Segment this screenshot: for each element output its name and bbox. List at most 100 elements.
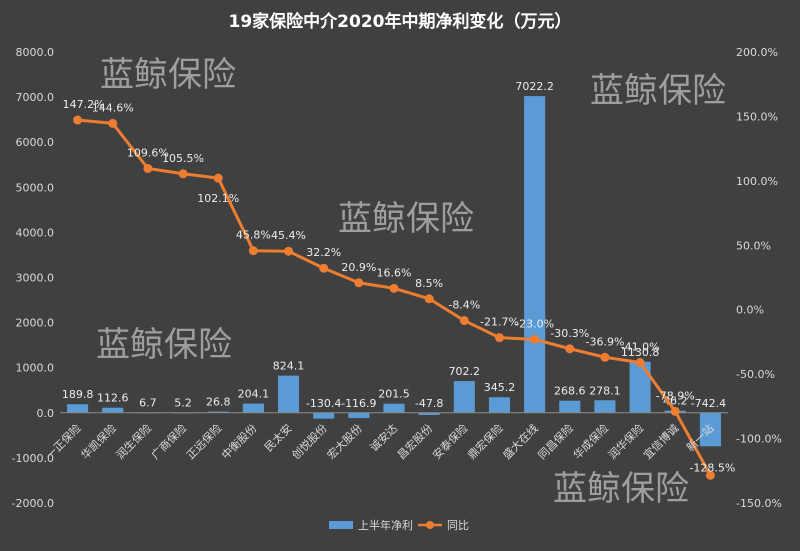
right-axis-tick-label: -50.0% — [736, 368, 775, 381]
bar-data-label: -742.4 — [691, 397, 726, 410]
right-axis-tick-label: -150.0% — [736, 497, 782, 510]
right-axis-tick-label: 200.0% — [736, 46, 778, 59]
legend: 上半年净利 同比 — [329, 518, 469, 532]
line-point — [178, 169, 188, 179]
line-data-label: -8.4% — [448, 299, 480, 312]
left-y-axis: -2000.0 -1000.0 0.0 1000.0 2000.0 3000.0 4000.… — [12, 46, 54, 510]
line-data-label: 32.2% — [306, 246, 341, 259]
bar — [559, 400, 581, 413]
line-point — [635, 358, 645, 368]
bar-data-label: 7022.2 — [515, 80, 554, 93]
legend-line-label: 同比 — [447, 519, 469, 532]
bar — [594, 400, 616, 413]
right-y-axis: -150.0% -100.0% -50.0% 0.0% 50.0% 100.0% 150.0… — [736, 46, 782, 510]
bar — [524, 96, 546, 413]
line-data-label: 45.8% — [236, 229, 271, 242]
bar — [383, 403, 405, 413]
right-axis-tick-label: 50.0% — [736, 239, 771, 252]
line-data-label: 102.1% — [197, 192, 239, 205]
bar — [207, 411, 229, 413]
bar-data-label: -47.8 — [415, 397, 443, 410]
bar-data-label: 1130.8 — [621, 346, 660, 359]
line-point — [459, 316, 469, 326]
left-axis-tick-label: 3000.0 — [16, 272, 55, 285]
bar-data-label: 278.1 — [589, 384, 621, 397]
line-point — [389, 283, 399, 293]
left-axis-tick-label: 0.0 — [37, 407, 55, 420]
line-point — [143, 163, 153, 173]
bar-data-label: 702.2 — [449, 365, 481, 378]
line-data-label: 16.6% — [377, 266, 412, 279]
line-data-label: 105.5% — [162, 152, 204, 165]
chart-title: 19家保险中介2020年中期净利变化（万元） — [229, 11, 572, 32]
bar-data-label: 6.7 — [139, 396, 157, 409]
bar — [242, 403, 264, 413]
legend-bar-label: 上半年净利 — [358, 518, 413, 532]
bar — [699, 412, 721, 447]
line-data-label: 45.4% — [271, 229, 306, 242]
watermark: 蓝鲸保险 — [100, 55, 236, 95]
line-point — [670, 406, 680, 416]
line-point — [213, 173, 223, 183]
bar-data-label: 5.2 — [174, 397, 192, 410]
bar-data-label: 189.8 — [62, 388, 94, 401]
left-axis-tick-label: 5000.0 — [16, 181, 55, 194]
line-point — [424, 294, 434, 304]
line-point — [319, 263, 329, 273]
watermark: 蓝鲸保险 — [553, 469, 689, 509]
line-data-label: -128.5% — [689, 461, 735, 474]
bar — [453, 381, 475, 413]
watermark: 蓝鲸保险 — [338, 199, 474, 239]
line-data-label: 147.2% — [63, 98, 105, 111]
line-point — [565, 344, 575, 354]
line-point — [530, 334, 540, 344]
bar — [277, 375, 300, 413]
left-axis-tick-label: -1000.0 — [12, 452, 54, 465]
watermark: 蓝鲸保险 — [96, 325, 232, 365]
right-axis-tick-label: 100.0% — [736, 175, 778, 188]
bar-data-labels: 189.8 112.6 6.7 5.2 26.8 204.1 824.1 -130.4 -116… — [62, 80, 726, 410]
right-axis-tick-label: 0.0% — [736, 304, 764, 317]
right-axis-tick-label: 150.0% — [736, 110, 778, 123]
line-data-label: -78.9% — [656, 389, 695, 402]
left-axis-tick-label: -2000.0 — [12, 497, 54, 510]
left-axis-tick-label: 1000.0 — [16, 362, 55, 375]
bar-data-label: 268.6 — [554, 385, 586, 398]
line-point — [108, 118, 118, 128]
left-axis-tick-label: 8000.0 — [16, 46, 55, 59]
line-point — [248, 246, 258, 256]
left-axis-tick-label: 6000.0 — [16, 136, 55, 149]
line-data-label: 8.5% — [415, 277, 443, 290]
watermark-layer: 蓝鲸保险 蓝鲸保险 蓝鲸保险 蓝鲸保险 蓝鲸保险 — [96, 55, 726, 509]
left-axis-tick-label: 2000.0 — [16, 317, 55, 330]
bar — [102, 407, 124, 413]
legend-bar-swatch — [329, 521, 353, 529]
line-data-labels: 147.2%144.6% 109.6%105.5% 102.1% 45.8% 45.4%… — [63, 98, 736, 474]
left-axis-tick-label: 4000.0 — [16, 226, 55, 239]
watermark: 蓝鲸保险 — [590, 71, 726, 111]
line-data-label: -21.7% — [480, 316, 519, 329]
line-data-label: 144.6% — [92, 101, 134, 114]
bar-data-label: 112.6 — [97, 392, 129, 405]
bar-data-label: 201.5 — [378, 388, 410, 401]
right-axis-tick-label: -100.0% — [736, 433, 782, 446]
bar — [629, 361, 651, 413]
left-axis-tick-label: 7000.0 — [16, 91, 55, 104]
bar — [418, 412, 440, 415]
bar-data-label: 26.8 — [206, 396, 231, 409]
line-point — [284, 246, 294, 256]
bar — [67, 404, 89, 413]
bar-data-label: 204.1 — [238, 388, 270, 401]
bar-series — [67, 96, 721, 447]
line-data-label: -36.9% — [585, 335, 624, 348]
line-data-label: 20.9% — [341, 261, 376, 274]
bar — [348, 412, 370, 419]
line-data-label: -23.0% — [515, 317, 554, 330]
line-series — [73, 115, 715, 480]
bar-data-label: -116.9 — [341, 397, 376, 410]
line-data-label: 109.6% — [127, 146, 169, 159]
line-point — [354, 278, 364, 288]
